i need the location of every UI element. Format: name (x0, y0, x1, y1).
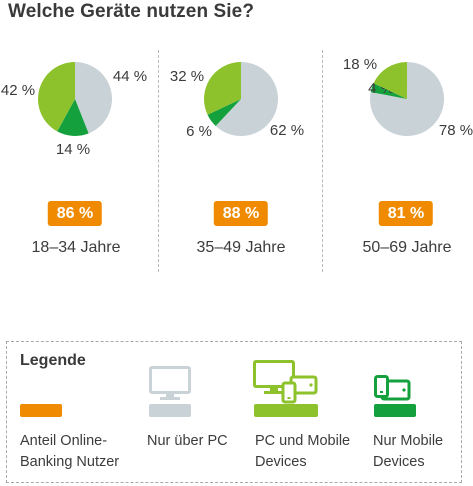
pie-slice (38, 62, 75, 132)
legend-swatch-nur-mobile (374, 404, 416, 417)
devices-icon (253, 360, 318, 404)
pie-slice-label: 62 % (270, 122, 304, 139)
online-banking-share-badge: 81 % (378, 201, 434, 226)
legend-label-nur-pc: Nur über PC (147, 431, 262, 452)
pie-slice (57, 99, 89, 136)
pie-slice (204, 62, 241, 115)
legend-box (6, 341, 462, 483)
pie-slice (215, 62, 279, 136)
pie-slice-label: 14 % (56, 141, 90, 158)
group-divider (158, 50, 159, 272)
legend-swatch-online-banking (20, 404, 62, 417)
legend-label-line: Banking Nutzer (20, 454, 120, 470)
legend-swatch-pc-und-mobile (254, 404, 318, 417)
legend-label-line: Nur über PC (147, 433, 228, 449)
pie-slice (207, 99, 241, 126)
age-group-label: 18–34 Jahre (31, 239, 121, 256)
legend-label-line: Devices (255, 454, 307, 470)
legend-label-nur-mobile: Nur Mobile Devices (373, 431, 473, 473)
legend-label-line: Devices (373, 454, 425, 470)
group-divider (322, 50, 323, 272)
age-group-label: 35–49 Jahre (196, 239, 286, 256)
pie-slice (373, 62, 407, 99)
legend-swatch-nur-pc (149, 404, 191, 417)
pie-slice (370, 83, 407, 99)
age-group-label: 50–69 Jahre (362, 239, 452, 256)
pie-slice-label: 42 % (1, 82, 35, 99)
legend-label-online-banking: Anteil Online- Banking Nutzer (20, 431, 135, 473)
monitor-icon (149, 366, 191, 400)
mobile-devices-icon (374, 375, 411, 401)
online-banking-share-badge: 88 % (213, 201, 269, 226)
legend-title: Legende (20, 352, 86, 369)
pie-slice-label: 44 % (113, 68, 147, 85)
legend-label-line: PC und Mobile (255, 433, 351, 449)
legend-label-pc-und-mobile: PC und Mobile Devices (255, 431, 370, 473)
pie-slice-label: 32 % (170, 68, 204, 85)
pie-slice (370, 62, 445, 136)
pie-slice-label: 78 % (439, 122, 473, 139)
pie-slice (75, 62, 112, 134)
pie-slice-label: 18 % (343, 56, 377, 73)
online-banking-share-badge: 86 % (47, 201, 103, 226)
page-title: Welche Geräte nutzen Sie? (8, 1, 255, 22)
legend-label-line: Nur Mobile (373, 433, 444, 449)
legend-label-line: Anteil Online- (20, 433, 108, 449)
pie-slice-label: 6 % (186, 123, 212, 140)
